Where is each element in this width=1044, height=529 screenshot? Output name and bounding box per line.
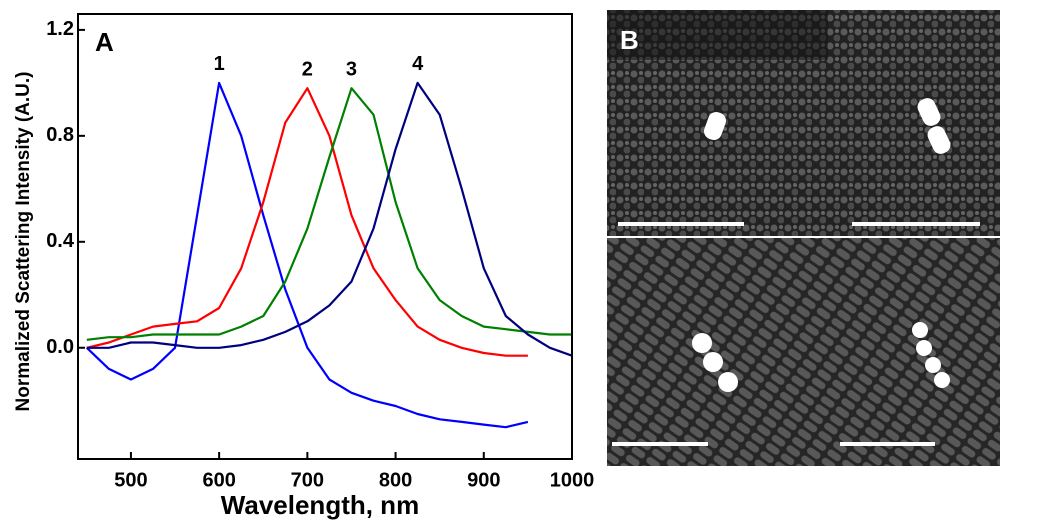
nanoparticle — [692, 333, 712, 353]
nanoparticle — [927, 126, 951, 154]
data-line — [86, 81, 573, 357]
nanoparticle — [703, 352, 723, 372]
scale-bar — [840, 442, 935, 446]
y-tick-label: 0.4 — [46, 230, 75, 252]
y-tick-label: 0.8 — [46, 124, 74, 146]
nanoparticle — [925, 357, 941, 373]
x-tick-label: 500 — [114, 469, 147, 491]
x-tick-label: 800 — [379, 469, 412, 491]
nanoparticle — [912, 322, 928, 338]
nanoparticle — [917, 98, 941, 126]
panel-label: A — [95, 27, 114, 57]
scale-bar — [852, 222, 980, 226]
data-line — [86, 87, 572, 341]
nanoparticle — [934, 372, 950, 388]
shade — [607, 10, 828, 60]
scale-bar — [618, 222, 744, 226]
scale-bar — [612, 442, 708, 446]
peak-label: 4 — [412, 53, 424, 75]
x-tick-label: 900 — [467, 469, 500, 491]
peak-label: 2 — [302, 58, 313, 80]
peak-label: 1 — [214, 53, 225, 75]
x-tick-label: 600 — [202, 469, 235, 491]
x-tick-label: 1000 — [550, 469, 595, 491]
plot-frame — [77, 13, 573, 460]
nanoparticle — [916, 340, 932, 356]
sem-image — [607, 238, 828, 466]
y-tick-label: 1.2 — [46, 18, 74, 40]
panel-b: B — [607, 10, 1000, 466]
y-tick-label: 0.0 — [46, 336, 74, 358]
sem-image — [828, 238, 1000, 466]
sem-image — [828, 10, 1000, 236]
nanoparticle — [704, 112, 726, 140]
nanoparticle — [718, 372, 738, 392]
data-line — [86, 87, 528, 357]
panel-label: B — [620, 25, 639, 55]
x-tick-label: 700 — [291, 469, 324, 491]
y-axis-label: Normalized Scattering Intensity (A.U.) — [13, 72, 34, 412]
peak-label: 3 — [346, 58, 357, 80]
data-line — [86, 81, 529, 429]
x-axis-label: Wavelength, nm — [221, 490, 419, 520]
